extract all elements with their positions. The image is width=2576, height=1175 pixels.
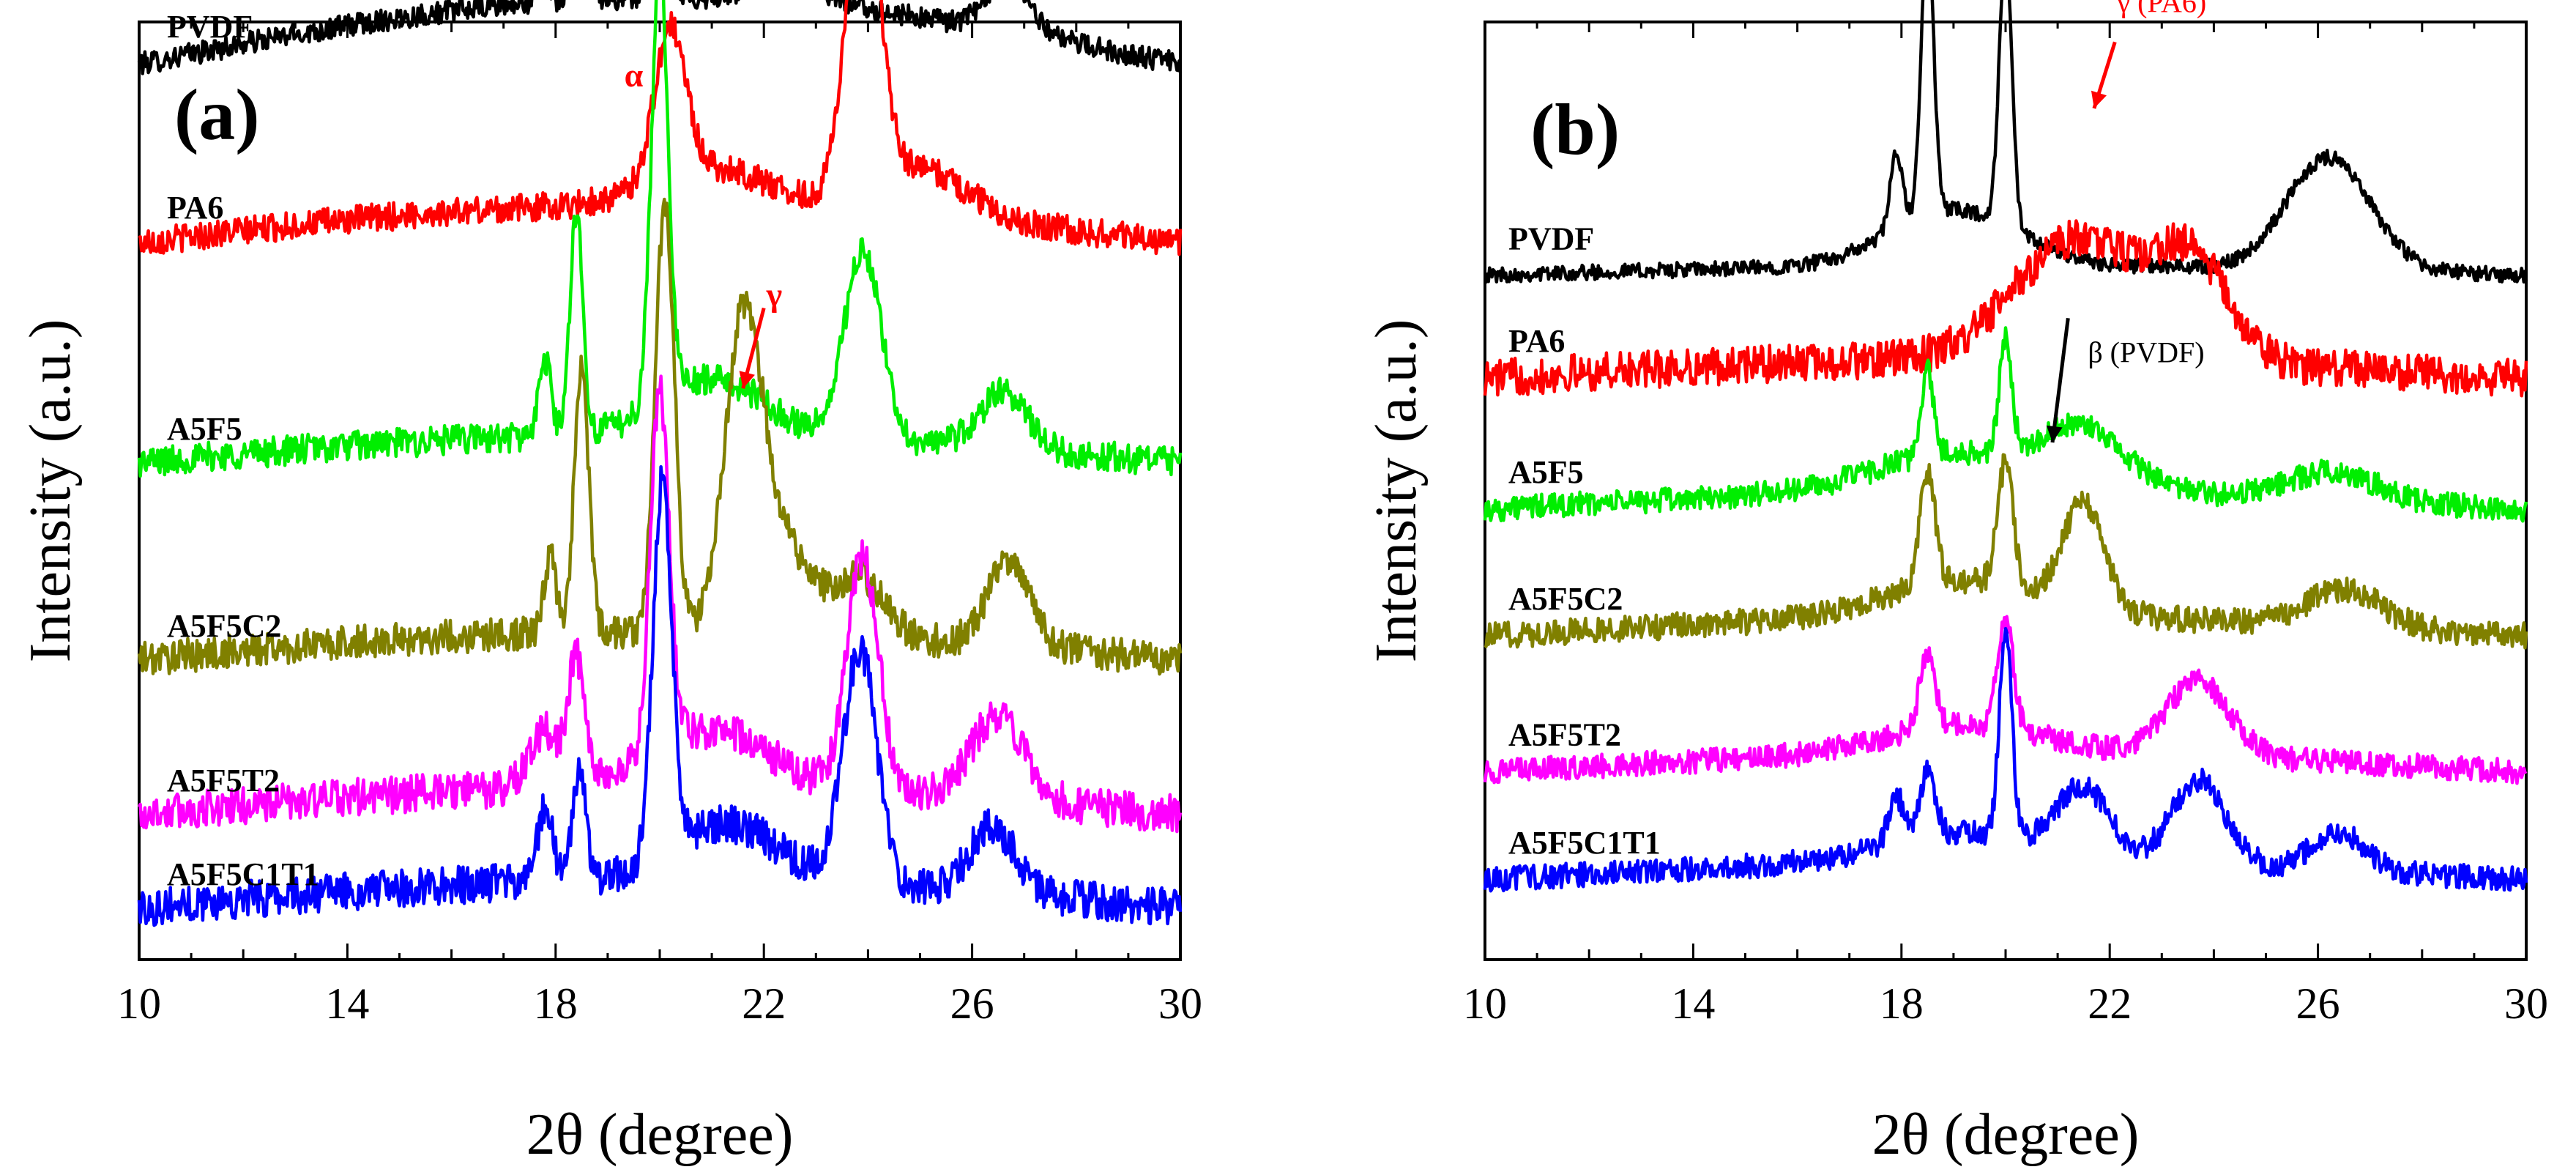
x-tick-label: 10 [117, 979, 161, 1028]
series-label-a5f5t2: A5F5T2 [167, 763, 280, 798]
series-curve-pa6 [1483, 219, 2528, 398]
series-label-a5f5c1t1: A5F5C1T1 [167, 856, 319, 892]
panel-b-y-axis-label: Intensity (a.u.) [1364, 319, 1429, 663]
x-tick-label: 14 [1671, 979, 1715, 1028]
series-curve-pa6 [138, 0, 1183, 256]
x-tick-label: 30 [2504, 979, 2548, 1028]
series-label-a5f5c1t1: A5F5C1T1 [1508, 825, 1661, 861]
panel-b-curves [1483, 0, 2528, 893]
series-label-pa6: PA6 [1508, 323, 1565, 359]
series-curve-a5f5t2 [137, 374, 1183, 834]
series-curve-pvdf [1484, 0, 2528, 284]
series-curve-a5f5c2 [1484, 453, 2528, 650]
series-curve-a5f5c1t1 [137, 465, 1183, 927]
annotation-arrow [2046, 318, 2070, 443]
panel-b-label: (b) [1530, 89, 1620, 170]
peak-annotation: γ [766, 275, 783, 313]
series-curve-a5f5 [1483, 326, 2528, 523]
panel-a-x-axis-label: 2θ (degree) [526, 1102, 794, 1167]
series-label-a5f5c2: A5F5C2 [167, 608, 281, 644]
x-tick-label: 22 [2088, 979, 2132, 1028]
series-label-pa6: PA6 [167, 190, 223, 226]
panel-b-x-axis-label: 2θ (degree) [1872, 1102, 2140, 1167]
panel-a-annotations: ααααααγ [625, 56, 783, 389]
series-label-pvdf: PVDF [167, 9, 253, 45]
x-tick-label: 18 [1880, 979, 1924, 1028]
panel-b: (b) 2θ (degree) Intensity (a.u.) 10 14 18 2… [1364, 0, 2548, 1167]
x-tick-label: 30 [1158, 979, 1202, 1028]
x-tick-label: 18 [534, 979, 578, 1028]
panel-a-y-axis-label: Intensity (a.u.) [18, 319, 83, 663]
x-tick-label: 26 [2296, 979, 2340, 1028]
series-curve-pvdf [137, 0, 1183, 75]
panel-a-label: (a) [174, 74, 260, 155]
series-label-a5f5c2: A5F5C2 [1508, 581, 1623, 617]
panel-b-series-labels: PVDF PA6 A5F5 A5F5C2 A5F5T2 A5F5C1T1 [1508, 220, 1661, 860]
x-tick-label: 26 [950, 979, 994, 1028]
annotation-arrow [739, 307, 766, 389]
panel-b-x-ticks: 10 14 18 22 26 30 [1463, 22, 2548, 1028]
panel-a: (a) 2θ (degree) Intensity (a.u.) 10 14 18 2… [18, 0, 1202, 1167]
series-curve-a5f5 [137, 0, 1183, 478]
panel-a-curves [137, 0, 1183, 927]
x-tick-label: 14 [325, 979, 369, 1028]
series-curve-a5f5c2 [137, 197, 1183, 676]
series-label-pvdf: PVDF [1508, 220, 1594, 256]
peak-annotation: γ (PA6) [2116, 0, 2206, 19]
series-curve-a5f5c1t1 [1483, 626, 2528, 893]
panel-b-annotations: γ (PA6) β (PVDF) [2046, 0, 2206, 443]
series-label-a5f5: A5F5 [1508, 454, 1584, 490]
series-label-a5f5: A5F5 [167, 411, 242, 447]
panel-a-series-labels: PVDF PA6 A5F5 A5F5C2 A5F5T2 A5F5C1T1 [167, 9, 319, 892]
series-label-a5f5t2: A5F5T2 [1508, 717, 1621, 753]
peak-annotation: α [625, 56, 644, 94]
annotation-arrow [2091, 41, 2117, 109]
peak-annotation: β (PVDF) [2088, 336, 2204, 369]
x-tick-label: 10 [1463, 979, 1507, 1028]
panel-a-x-ticks: 10 14 18 22 26 30 [117, 22, 1202, 1028]
x-tick-label: 22 [742, 979, 786, 1028]
